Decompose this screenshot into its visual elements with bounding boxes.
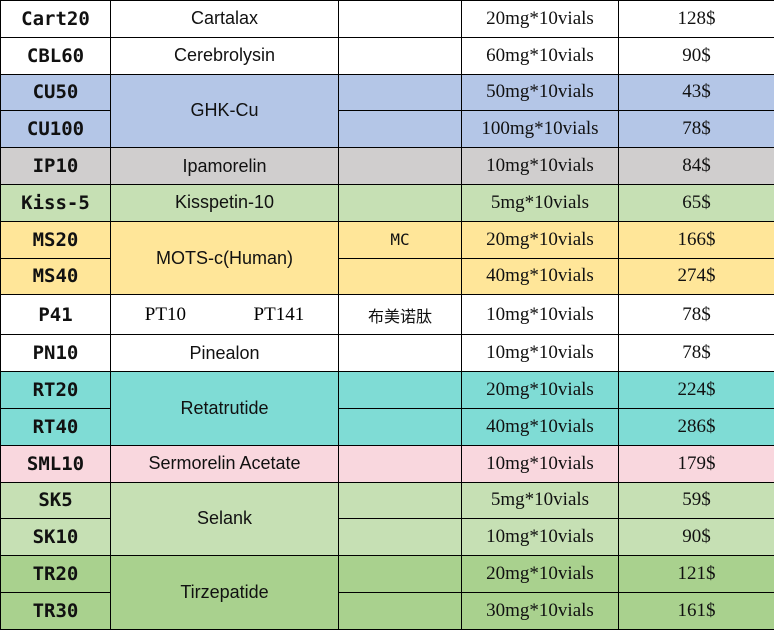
- product-name: GHK-Cu: [110, 73, 339, 149]
- product-code: PN10: [0, 334, 111, 373]
- product-name: Tirzepatide: [110, 555, 339, 630]
- product-spec: 5mg*10vials: [461, 481, 619, 520]
- product-name: Cerebrolysin: [110, 36, 339, 75]
- product-name-part: PT10: [144, 303, 186, 325]
- product-spec: 10mg*10vials: [461, 444, 619, 483]
- product-note: [338, 257, 462, 296]
- table-row: CBL60 Cerebrolysin 60mg*10vials 90$: [0, 36, 774, 75]
- product-name: Retatrutide: [110, 371, 339, 446]
- product-name-part: PT141: [253, 303, 305, 325]
- product-spec: 50mg*10vials: [461, 73, 619, 112]
- table-row: TR20 Tirzepatide 20mg*10vials 121$: [0, 555, 774, 630]
- table-row: Kiss-5 Kisspetin-10 5mg*10vials 65$: [0, 183, 774, 222]
- product-code: TR30: [0, 591, 111, 630]
- product-code: MS20: [0, 220, 111, 259]
- product-name: PT10 PT141: [110, 294, 339, 336]
- product-price: 161$: [618, 591, 774, 630]
- product-note: [338, 110, 462, 149]
- product-spec: 10mg*10vials: [461, 294, 619, 336]
- product-price: 90$: [618, 518, 774, 557]
- product-code: P41: [0, 294, 111, 336]
- product-note: MC: [338, 220, 462, 259]
- product-note: [338, 481, 462, 520]
- product-price: 78$: [618, 110, 774, 149]
- table-row: IP10 Ipamorelin 10mg*10vials 84$: [0, 147, 774, 185]
- product-code: RT20: [0, 371, 111, 409]
- product-note: [338, 334, 462, 373]
- product-spec: 10mg*10vials: [461, 147, 619, 185]
- product-price: 121$: [618, 555, 774, 593]
- product-code: CBL60: [0, 36, 111, 75]
- product-price: 65$: [618, 183, 774, 222]
- table-row: SK5 Selank 5mg*10vials 59$: [0, 481, 774, 557]
- product-code: TR20: [0, 555, 111, 593]
- product-name: Sermorelin Acetate: [110, 444, 339, 483]
- product-code: SK5: [0, 481, 111, 520]
- product-spec: 60mg*10vials: [461, 36, 619, 75]
- product-price: 128$: [618, 0, 774, 38]
- product-spec: 40mg*10vials: [461, 257, 619, 296]
- product-note: [338, 518, 462, 557]
- product-price: 179$: [618, 444, 774, 483]
- table-row: RT20 Retatrutide 20mg*10vials 224$: [0, 371, 774, 446]
- table-row: MS20 MOTS-c(Human) MC 20mg*10vials 166$: [0, 220, 774, 296]
- product-note: [338, 36, 462, 75]
- product-note: [338, 73, 462, 112]
- product-name: Kisspetin-10: [110, 183, 339, 222]
- product-note: [338, 407, 462, 446]
- product-note: [338, 371, 462, 409]
- product-code: SK10: [0, 518, 111, 557]
- product-price: 78$: [618, 334, 774, 373]
- product-name: Pinealon: [110, 334, 339, 373]
- product-price: 90$: [618, 36, 774, 75]
- table-row: CU100 100mg*10vials 78$: [0, 110, 774, 149]
- table-row: P41 PT10 PT141 布美诺肽 10mg*10vials 78$: [0, 294, 774, 336]
- product-code: MS40: [0, 257, 111, 296]
- product-code: IP10: [0, 147, 111, 185]
- product-note: [338, 0, 462, 38]
- product-code: CU100: [0, 110, 111, 149]
- product-note: [338, 591, 462, 630]
- product-spec: 20mg*10vials: [461, 555, 619, 593]
- product-spec: 5mg*10vials: [461, 183, 619, 222]
- table-row: TR30 30mg*10vials 161$: [0, 591, 774, 630]
- product-spec: 30mg*10vials: [461, 591, 619, 630]
- product-price: 84$: [618, 147, 774, 185]
- table-row: MS40 40mg*10vials 274$: [0, 257, 774, 296]
- table-row: Cart20 Cartalax 20mg*10vials 128$: [0, 0, 774, 38]
- product-code: RT40: [0, 407, 111, 446]
- product-price: 43$: [618, 73, 774, 112]
- product-code: Cart20: [0, 0, 111, 38]
- product-spec: 20mg*10vials: [461, 220, 619, 259]
- product-code: SML10: [0, 444, 111, 483]
- product-price: 78$: [618, 294, 774, 336]
- table-row: RT40 40mg*10vials 286$: [0, 407, 774, 446]
- product-price: 286$: [618, 407, 774, 446]
- product-spec: 10mg*10vials: [461, 334, 619, 373]
- product-spec: 100mg*10vials: [461, 110, 619, 149]
- table-row: SML10 Sermorelin Acetate 10mg*10vials 17…: [0, 444, 774, 483]
- product-name: MOTS-c(Human): [110, 220, 339, 296]
- product-spec: 10mg*10vials: [461, 518, 619, 557]
- product-code: CU50: [0, 73, 111, 112]
- product-spec: 20mg*10vials: [461, 0, 619, 38]
- product-note: [338, 444, 462, 483]
- product-price: 224$: [618, 371, 774, 409]
- table-row: CU50 GHK-Cu 50mg*10vials 43$: [0, 73, 774, 149]
- product-name: Selank: [110, 481, 339, 557]
- product-note: [338, 183, 462, 222]
- product-name: Cartalax: [110, 0, 339, 38]
- product-note: [338, 147, 462, 185]
- product-price: 166$: [618, 220, 774, 259]
- product-note: [338, 555, 462, 593]
- product-spec: 40mg*10vials: [461, 407, 619, 446]
- product-note: 布美诺肽: [338, 294, 462, 336]
- product-price: 274$: [618, 257, 774, 296]
- product-name: Ipamorelin: [110, 147, 339, 185]
- product-price: 59$: [618, 481, 774, 520]
- product-spec: 20mg*10vials: [461, 371, 619, 409]
- product-code: Kiss-5: [0, 183, 111, 222]
- table-row: PN10 Pinealon 10mg*10vials 78$: [0, 334, 774, 373]
